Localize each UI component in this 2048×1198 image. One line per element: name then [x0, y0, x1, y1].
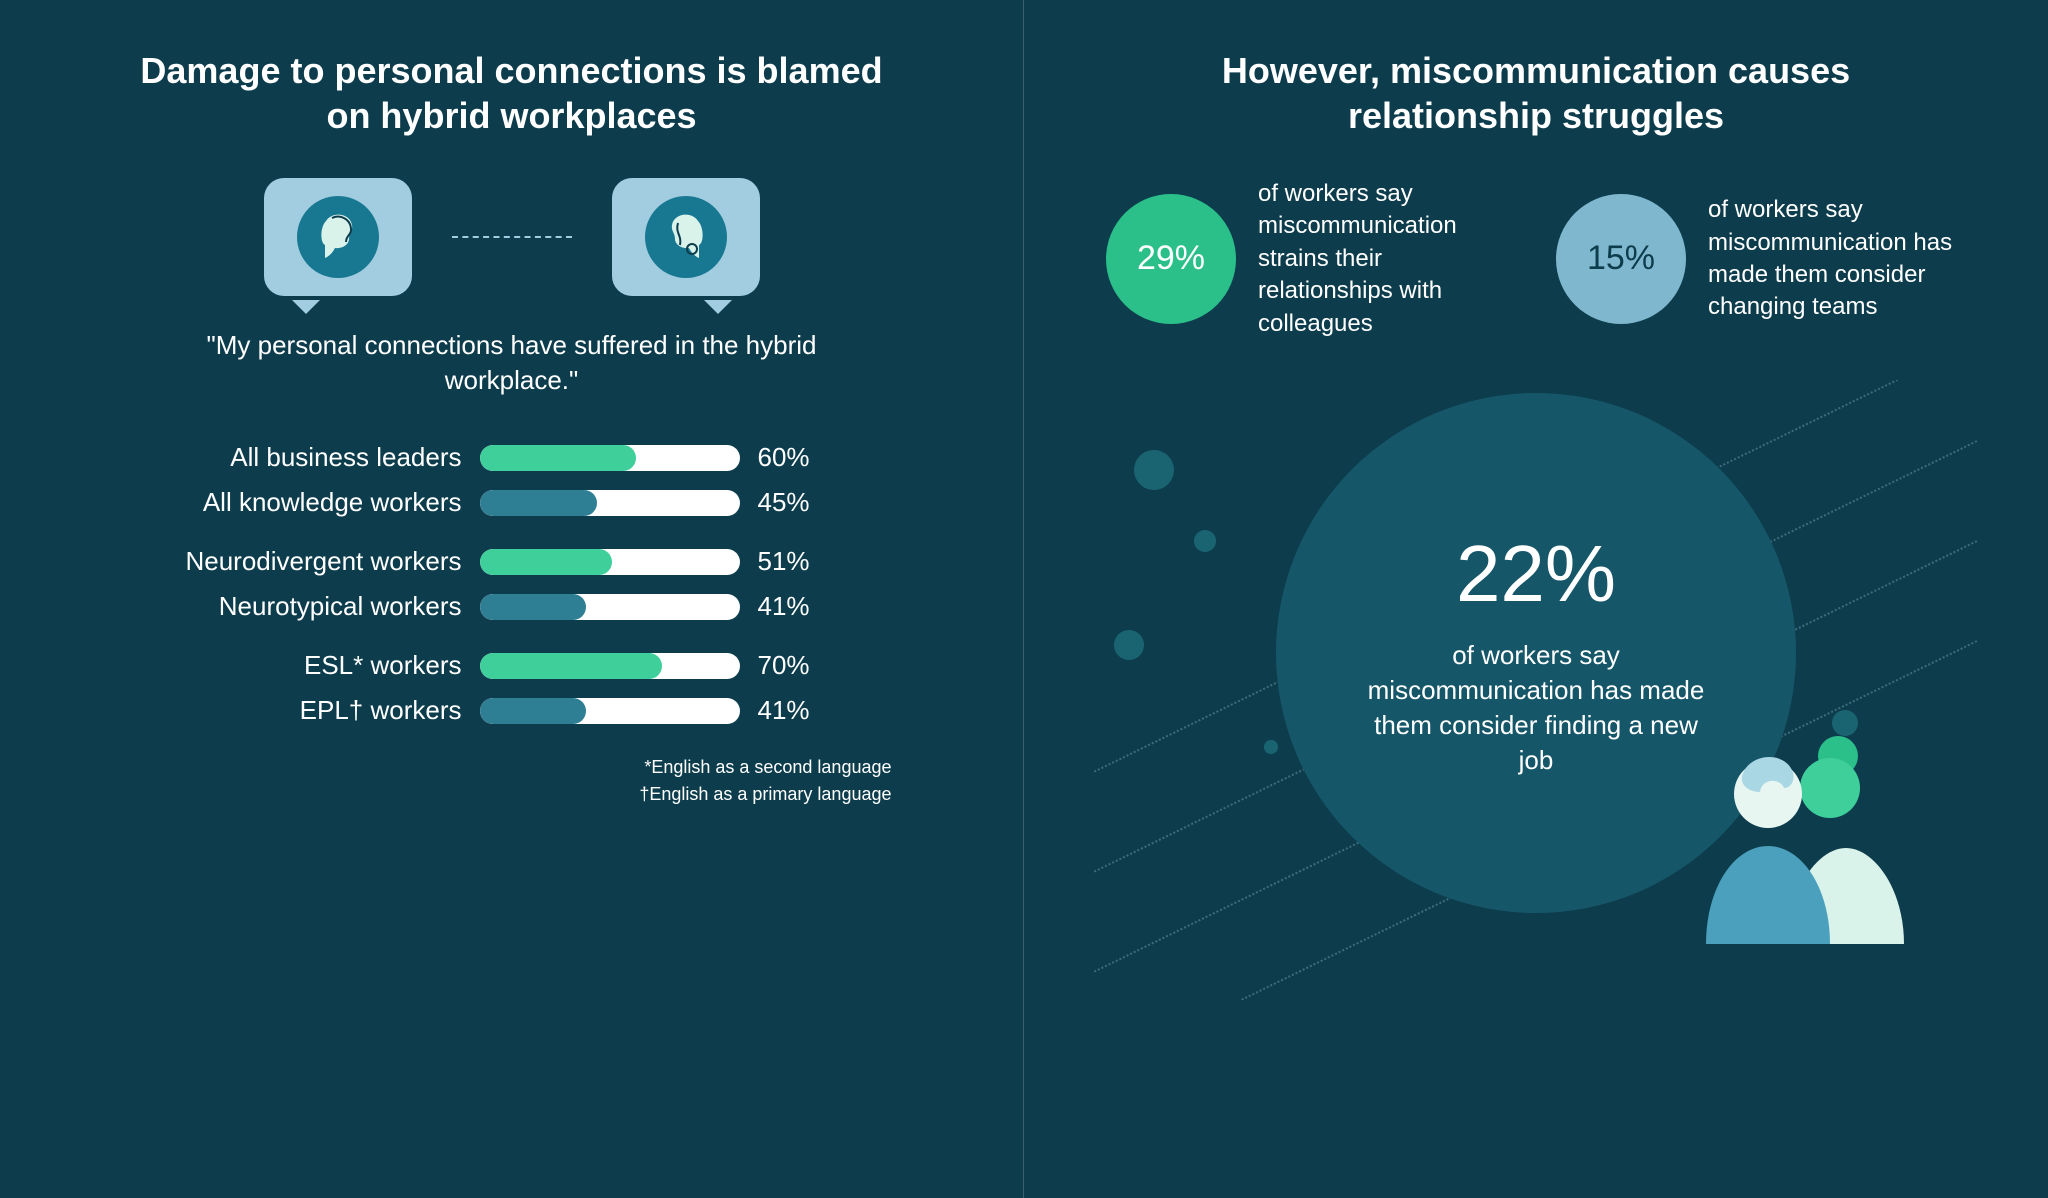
person-head-icon: [308, 207, 368, 267]
bar-track: [480, 698, 740, 724]
bar-fill: [480, 594, 587, 620]
bar-label: Neurotypical workers: [132, 591, 462, 622]
speech-bubble-left: [264, 178, 412, 296]
stat: 15% of workers say miscommunication has …: [1556, 178, 1966, 340]
bar-track: [480, 445, 740, 471]
big-stat-text: of workers say miscommunication has made…: [1356, 638, 1716, 778]
big-stat-wrap: 22% of workers say miscommunication has …: [1094, 380, 1978, 1000]
stat-text: of workers say miscommunication strains …: [1258, 178, 1516, 340]
left-title: Damage to personal connections is blamed…: [132, 48, 892, 138]
bar-group: All business leaders 60% All knowledge w…: [132, 442, 892, 518]
bar-fill: [480, 698, 587, 724]
bar-row: ESL* workers 70%: [132, 650, 892, 681]
stat-circle: 15%: [1556, 194, 1686, 324]
bar-label: All knowledge workers: [132, 487, 462, 518]
avatar-left-icon: [297, 196, 379, 278]
stat: 29% of workers say miscommunication stra…: [1106, 178, 1516, 340]
people-illustration-icon: [1688, 714, 1908, 944]
speech-bubble-right: [612, 178, 760, 296]
footnote: *English as a second language: [132, 754, 892, 781]
bar-track: [480, 490, 740, 516]
person-head-icon: [656, 207, 716, 267]
bar-row: EPL† workers 41%: [132, 695, 892, 726]
bar-row: All knowledge workers 45%: [132, 487, 892, 518]
bar-fill: [480, 490, 597, 516]
avatar-right-icon: [645, 196, 727, 278]
speech-bubbles: [70, 178, 953, 296]
bar-row: All business leaders 60%: [132, 442, 892, 473]
dashed-connector: [452, 236, 572, 238]
bar-group: ESL* workers 70% EPL† workers 41%: [132, 650, 892, 726]
bar-label: EPL† workers: [132, 695, 462, 726]
stat-circle: 29%: [1106, 194, 1236, 324]
bar-fill: [480, 549, 613, 575]
bar-value: 41%: [758, 591, 828, 622]
panel-left: Damage to personal connections is blamed…: [0, 0, 1024, 1198]
bar-value: 45%: [758, 487, 828, 518]
bar-track: [480, 594, 740, 620]
footnotes: *English as a second language†English as…: [132, 754, 892, 808]
stat-text: of workers say miscommunication has made…: [1708, 194, 1966, 324]
bar-label: Neurodivergent workers: [132, 546, 462, 577]
bar-value: 51%: [758, 546, 828, 577]
big-stat-pct: 22%: [1456, 528, 1616, 620]
survey-quote: "My personal connections have suffered i…: [202, 328, 822, 398]
right-title: However, miscommunication causes relatio…: [1156, 48, 1916, 138]
bar-label: ESL* workers: [132, 650, 462, 681]
bar-label: All business leaders: [132, 442, 462, 473]
stat-row: 29% of workers say miscommunication stra…: [1094, 178, 1978, 340]
bar-fill: [480, 445, 636, 471]
bar-track: [480, 549, 740, 575]
bar-value: 60%: [758, 442, 828, 473]
bar-track: [480, 653, 740, 679]
bar-row: Neurodivergent workers 51%: [132, 546, 892, 577]
bar-value: 41%: [758, 695, 828, 726]
bar-group: Neurodivergent workers 51% Neurotypical …: [132, 546, 892, 622]
bar-fill: [480, 653, 662, 679]
bar-value: 70%: [758, 650, 828, 681]
bar-row: Neurotypical workers 41%: [132, 591, 892, 622]
bar-chart: All business leaders 60% All knowledge w…: [132, 442, 892, 726]
footnote: †English as a primary language: [132, 781, 892, 808]
panel-right: However, miscommunication causes relatio…: [1024, 0, 2048, 1198]
